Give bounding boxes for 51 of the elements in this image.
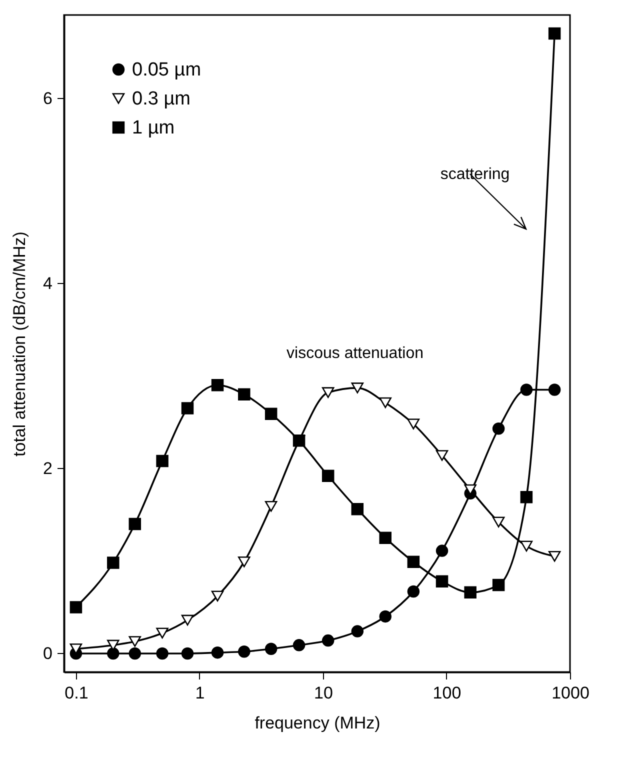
point [379,397,392,408]
annotation: viscous attenuation [286,345,424,362]
point [407,556,420,568]
point [238,646,250,658]
y-axis-title: total attenuation (dB/cm/MHz) [10,232,30,456]
point [238,388,250,401]
point [238,556,250,568]
point [492,516,505,528]
point [211,590,224,602]
point [379,532,392,544]
point [548,384,561,396]
x-tick-label: 0.1 [64,684,88,702]
point [436,450,448,461]
point [211,379,224,392]
point [464,586,476,599]
point [520,384,533,396]
point [520,490,533,504]
point [351,625,364,638]
point [492,578,505,592]
y-tick-label: 0 [43,644,52,663]
x-tick-label: 100 [432,684,462,702]
legend-label: 0.05 µm [132,60,202,80]
point [407,418,420,430]
point [351,382,364,394]
point [70,601,82,614]
annotation: scattering [440,166,510,183]
point [492,422,505,435]
point [211,646,224,659]
point [436,575,448,588]
point [351,503,364,516]
point [548,550,561,562]
y-tick-label: 2 [43,458,52,478]
point [379,610,392,623]
point [520,540,533,552]
point [322,634,334,647]
point [436,544,448,557]
point [181,402,194,414]
point [181,647,194,660]
x-tick-label: 10 [314,684,333,702]
point [322,387,334,398]
point [181,614,194,626]
y-tick-label: 4 [43,274,52,293]
point [407,585,420,598]
legend-label: 0.3 µm [132,88,190,110]
x-axis-title: frequency (MHz) [254,714,380,732]
y-tick-label: 6 [43,88,52,108]
legend-label: 1 µm [132,118,175,138]
x-tick-label: 1000 [552,684,590,702]
point [322,470,334,482]
point [548,27,561,40]
x-tick-label: 1 [195,684,205,702]
